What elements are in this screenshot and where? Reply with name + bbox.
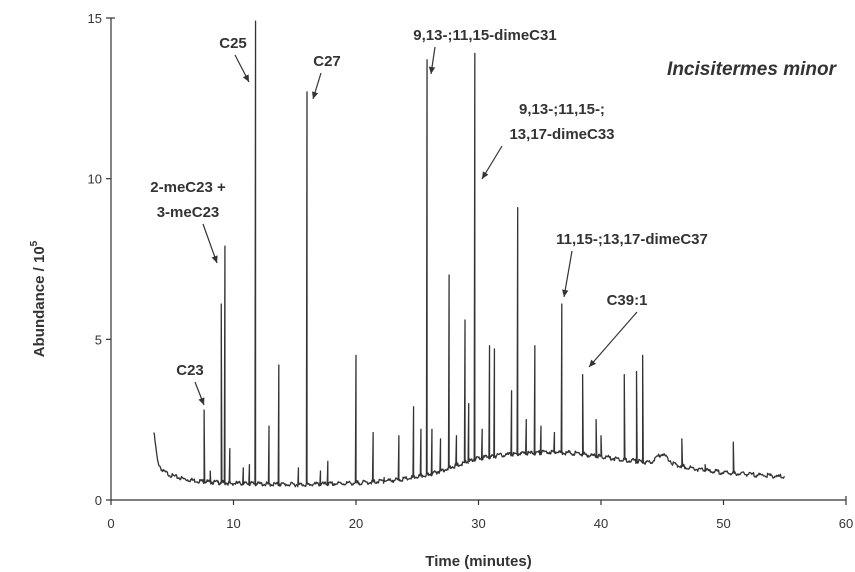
y-axis-title: Abundance / 105 — [29, 240, 48, 357]
x-tick-label: 30 — [471, 516, 485, 531]
peak-annotation: 11,15-;13,17-dimeC37 — [556, 231, 708, 298]
peak-label: C27 — [313, 53, 341, 70]
x-ticks: 0 10 20 30 40 50 60 — [107, 500, 853, 531]
peak-label: C23 — [176, 362, 204, 379]
annotation-arrowhead — [211, 255, 218, 263]
x-tick-label: 10 — [226, 516, 240, 531]
y-axis-title-exponent: 5 — [29, 240, 40, 246]
peak-annotation: 9,13-;11,15-dimeC31 — [413, 27, 557, 75]
x-tick-label: 20 — [349, 516, 363, 531]
peak-label-line2: 13,17-dimeC33 — [509, 126, 614, 143]
x-tick-label: 50 — [716, 516, 730, 531]
x-tick-label: 40 — [594, 516, 608, 531]
y-tick-label: 15 — [88, 11, 102, 26]
peak-label: 11,15-;13,17-dimeC37 — [556, 231, 708, 248]
y-tick-label: 10 — [88, 172, 102, 187]
peak-annotation: 9,13-;11,15-; 13,17-dimeC33 — [481, 101, 615, 180]
peak-label: 9,13-;11,15-dimeC31 — [413, 27, 556, 44]
chart-title: Incisitermes minor — [667, 59, 838, 80]
annotation-arrowhead — [589, 359, 597, 367]
chromatogram-trace — [153, 20, 785, 488]
annotation-arrowhead — [562, 289, 569, 297]
peak-label-line2: 3-meC23 — [157, 204, 220, 221]
annotation-arrowhead — [198, 397, 205, 405]
y-tick-label: 0 — [95, 493, 102, 508]
peak-annotation: C23 — [176, 362, 205, 406]
annotation-arrowhead — [428, 66, 436, 74]
peak-label: 9,13-;11,15-; — [519, 101, 605, 118]
peak-annotations: C23 2-meC23 + 3-meC23 C25 C27 9,13-;11,15-dim… — [150, 27, 708, 406]
x-axis-title: Time (minutes) — [425, 553, 531, 570]
peak-annotation: C39:1 — [588, 292, 648, 368]
peak-label: C39:1 — [607, 292, 648, 309]
peak-label: 2-meC23 + — [150, 179, 226, 196]
y-axis-title-main: Abundance / 10 — [31, 246, 48, 357]
peak-label: C25 — [219, 35, 247, 52]
peak-annotation: 2-meC23 + 3-meC23 — [150, 179, 226, 264]
x-tick-label: 0 — [107, 516, 114, 531]
annotation-arrow — [588, 311, 638, 368]
y-ticks: 0 5 10 15 — [88, 11, 111, 508]
annotation-arrowhead — [482, 171, 489, 179]
peak-annotation: C25 — [219, 35, 250, 83]
annotation-arrowhead — [242, 74, 249, 82]
x-tick-label: 60 — [839, 516, 853, 531]
annotation-arrowhead — [312, 91, 319, 99]
annotation-arrow — [563, 250, 573, 298]
peak-annotation: C27 — [312, 53, 341, 100]
y-tick-label: 5 — [95, 332, 102, 347]
